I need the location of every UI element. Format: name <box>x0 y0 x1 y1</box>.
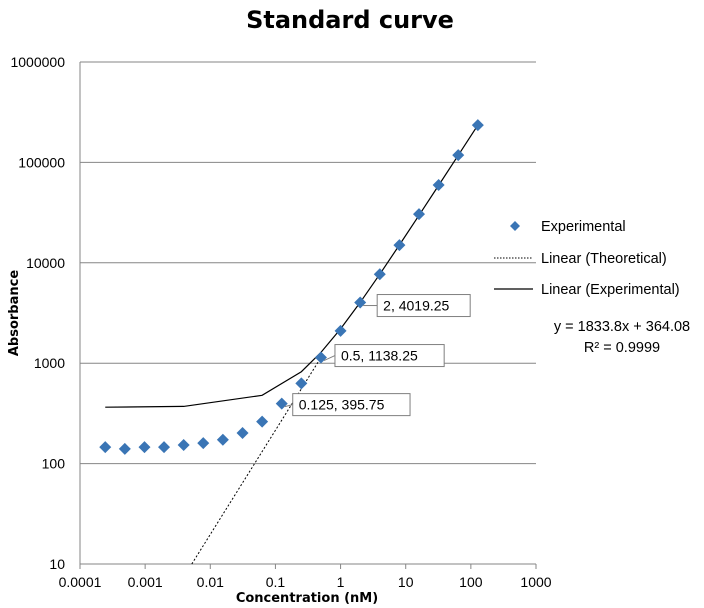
data-point <box>452 149 465 162</box>
data-point <box>432 179 445 192</box>
x-tick-label: 10 <box>398 574 414 590</box>
data-label: 0.125, 395.75 <box>299 397 385 413</box>
x-tick-label: 1000 <box>520 574 551 590</box>
line-theoretical <box>191 357 322 565</box>
trendline-equation: y = 1833.8x + 364.08 <box>554 319 690 335</box>
data-point <box>256 415 269 428</box>
legend-experimental: Experimental <box>541 219 626 235</box>
data-point <box>138 441 151 454</box>
data-point <box>118 442 131 455</box>
data-label-box <box>376 294 471 318</box>
legend-theoretical: Linear (Theoretical) <box>541 251 667 267</box>
y-tick-label: 100000 <box>18 154 65 170</box>
data-point <box>158 441 171 454</box>
legend-experimental-fit: Linear (Experimental) <box>541 282 680 298</box>
data-point <box>373 268 386 281</box>
x-tick-label: 0.0001 <box>59 574 102 590</box>
data-label: 2, 4019.25 <box>383 298 449 314</box>
data-label-box <box>292 393 411 417</box>
data-point <box>334 324 347 337</box>
data-point <box>393 239 406 252</box>
data-label-leader <box>323 355 336 362</box>
x-axis-title: Concentration (nM) <box>236 591 378 606</box>
data-point <box>314 351 327 364</box>
y-axis-title: Absorbance <box>7 270 22 356</box>
gridlines <box>80 61 536 465</box>
y-tick-label: 1000000 <box>10 54 65 70</box>
data-point <box>197 437 210 450</box>
x-tick-label: 0.01 <box>197 574 224 590</box>
data-point <box>216 433 229 446</box>
y-tick-label: 10 <box>49 556 65 572</box>
y-tick-label: 100 <box>42 456 66 472</box>
data-point <box>413 208 426 221</box>
data-point <box>471 119 484 132</box>
data-point <box>177 439 190 452</box>
x-tick-labels: 0.0001 0.001 0.01 0.1 1 10 100 1000 <box>59 564 552 590</box>
trendline-r-squared: R² = 0.9999 <box>584 340 660 356</box>
data-label-leader <box>284 404 293 408</box>
data-point <box>236 426 249 439</box>
data-label-box <box>334 344 445 368</box>
legend: Experimental Linear (Theoretical) Linear… <box>494 219 680 298</box>
x-tick-label: 0.001 <box>128 574 163 590</box>
y-tick-label: 1000 <box>34 355 65 371</box>
y-tick-label: 10000 <box>26 255 65 271</box>
data-labels: 2, 4019.25 0.5, 1138.25 0.125, 395.75 <box>284 294 471 417</box>
x-tick-label: 1 <box>337 574 345 590</box>
y-tick-labels: 10 100 1000 10000 100000 1000000 <box>10 54 65 572</box>
data-label: 0.5, 1138.25 <box>341 348 418 364</box>
x-tick-label: 100 <box>459 574 483 590</box>
data-point <box>99 441 112 454</box>
x-tick-label: 0.1 <box>266 574 286 590</box>
chart-title: Standard curve <box>246 6 454 34</box>
legend-marker-experimental <box>510 221 520 231</box>
data-point <box>295 377 308 390</box>
data-point <box>275 397 288 410</box>
experimental-points <box>99 119 484 455</box>
data-point <box>354 296 367 309</box>
